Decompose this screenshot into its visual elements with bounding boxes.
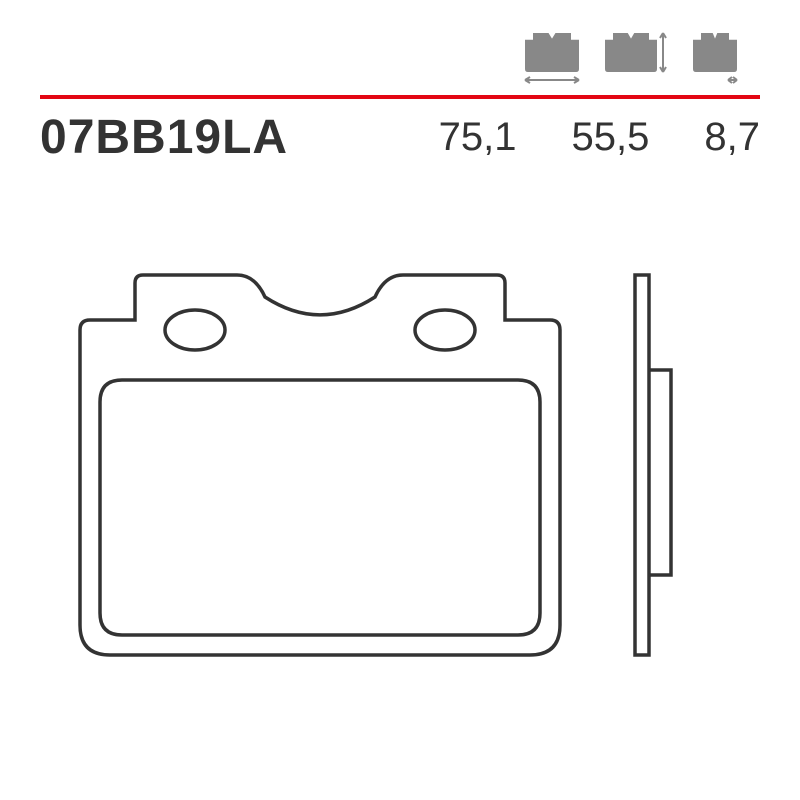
technical-drawing [40, 215, 760, 760]
info-row: 07BB19LA 75,1 55,5 8,7 [40, 110, 760, 165]
header-icon-row [522, 30, 740, 89]
dim-thickness: 8,7 [704, 115, 760, 160]
dim-height: 55,5 [572, 115, 650, 160]
dim-icon-pad-height [602, 30, 670, 89]
dim-icon-pad-width [522, 30, 582, 89]
dim-icon-pad-thick [690, 30, 740, 89]
dim-width: 75,1 [439, 115, 517, 160]
pad-front-outline [80, 275, 560, 655]
pad-side-backplate [635, 275, 649, 655]
dimensions-group: 75,1 55,5 8,7 [439, 115, 760, 160]
part-number: 07BB19LA [40, 110, 288, 165]
mounting-hole-0 [165, 310, 225, 350]
friction-surface-outline [100, 380, 540, 635]
accent-divider [40, 95, 760, 99]
pad-side-friction [649, 370, 671, 575]
mounting-hole-1 [415, 310, 475, 350]
